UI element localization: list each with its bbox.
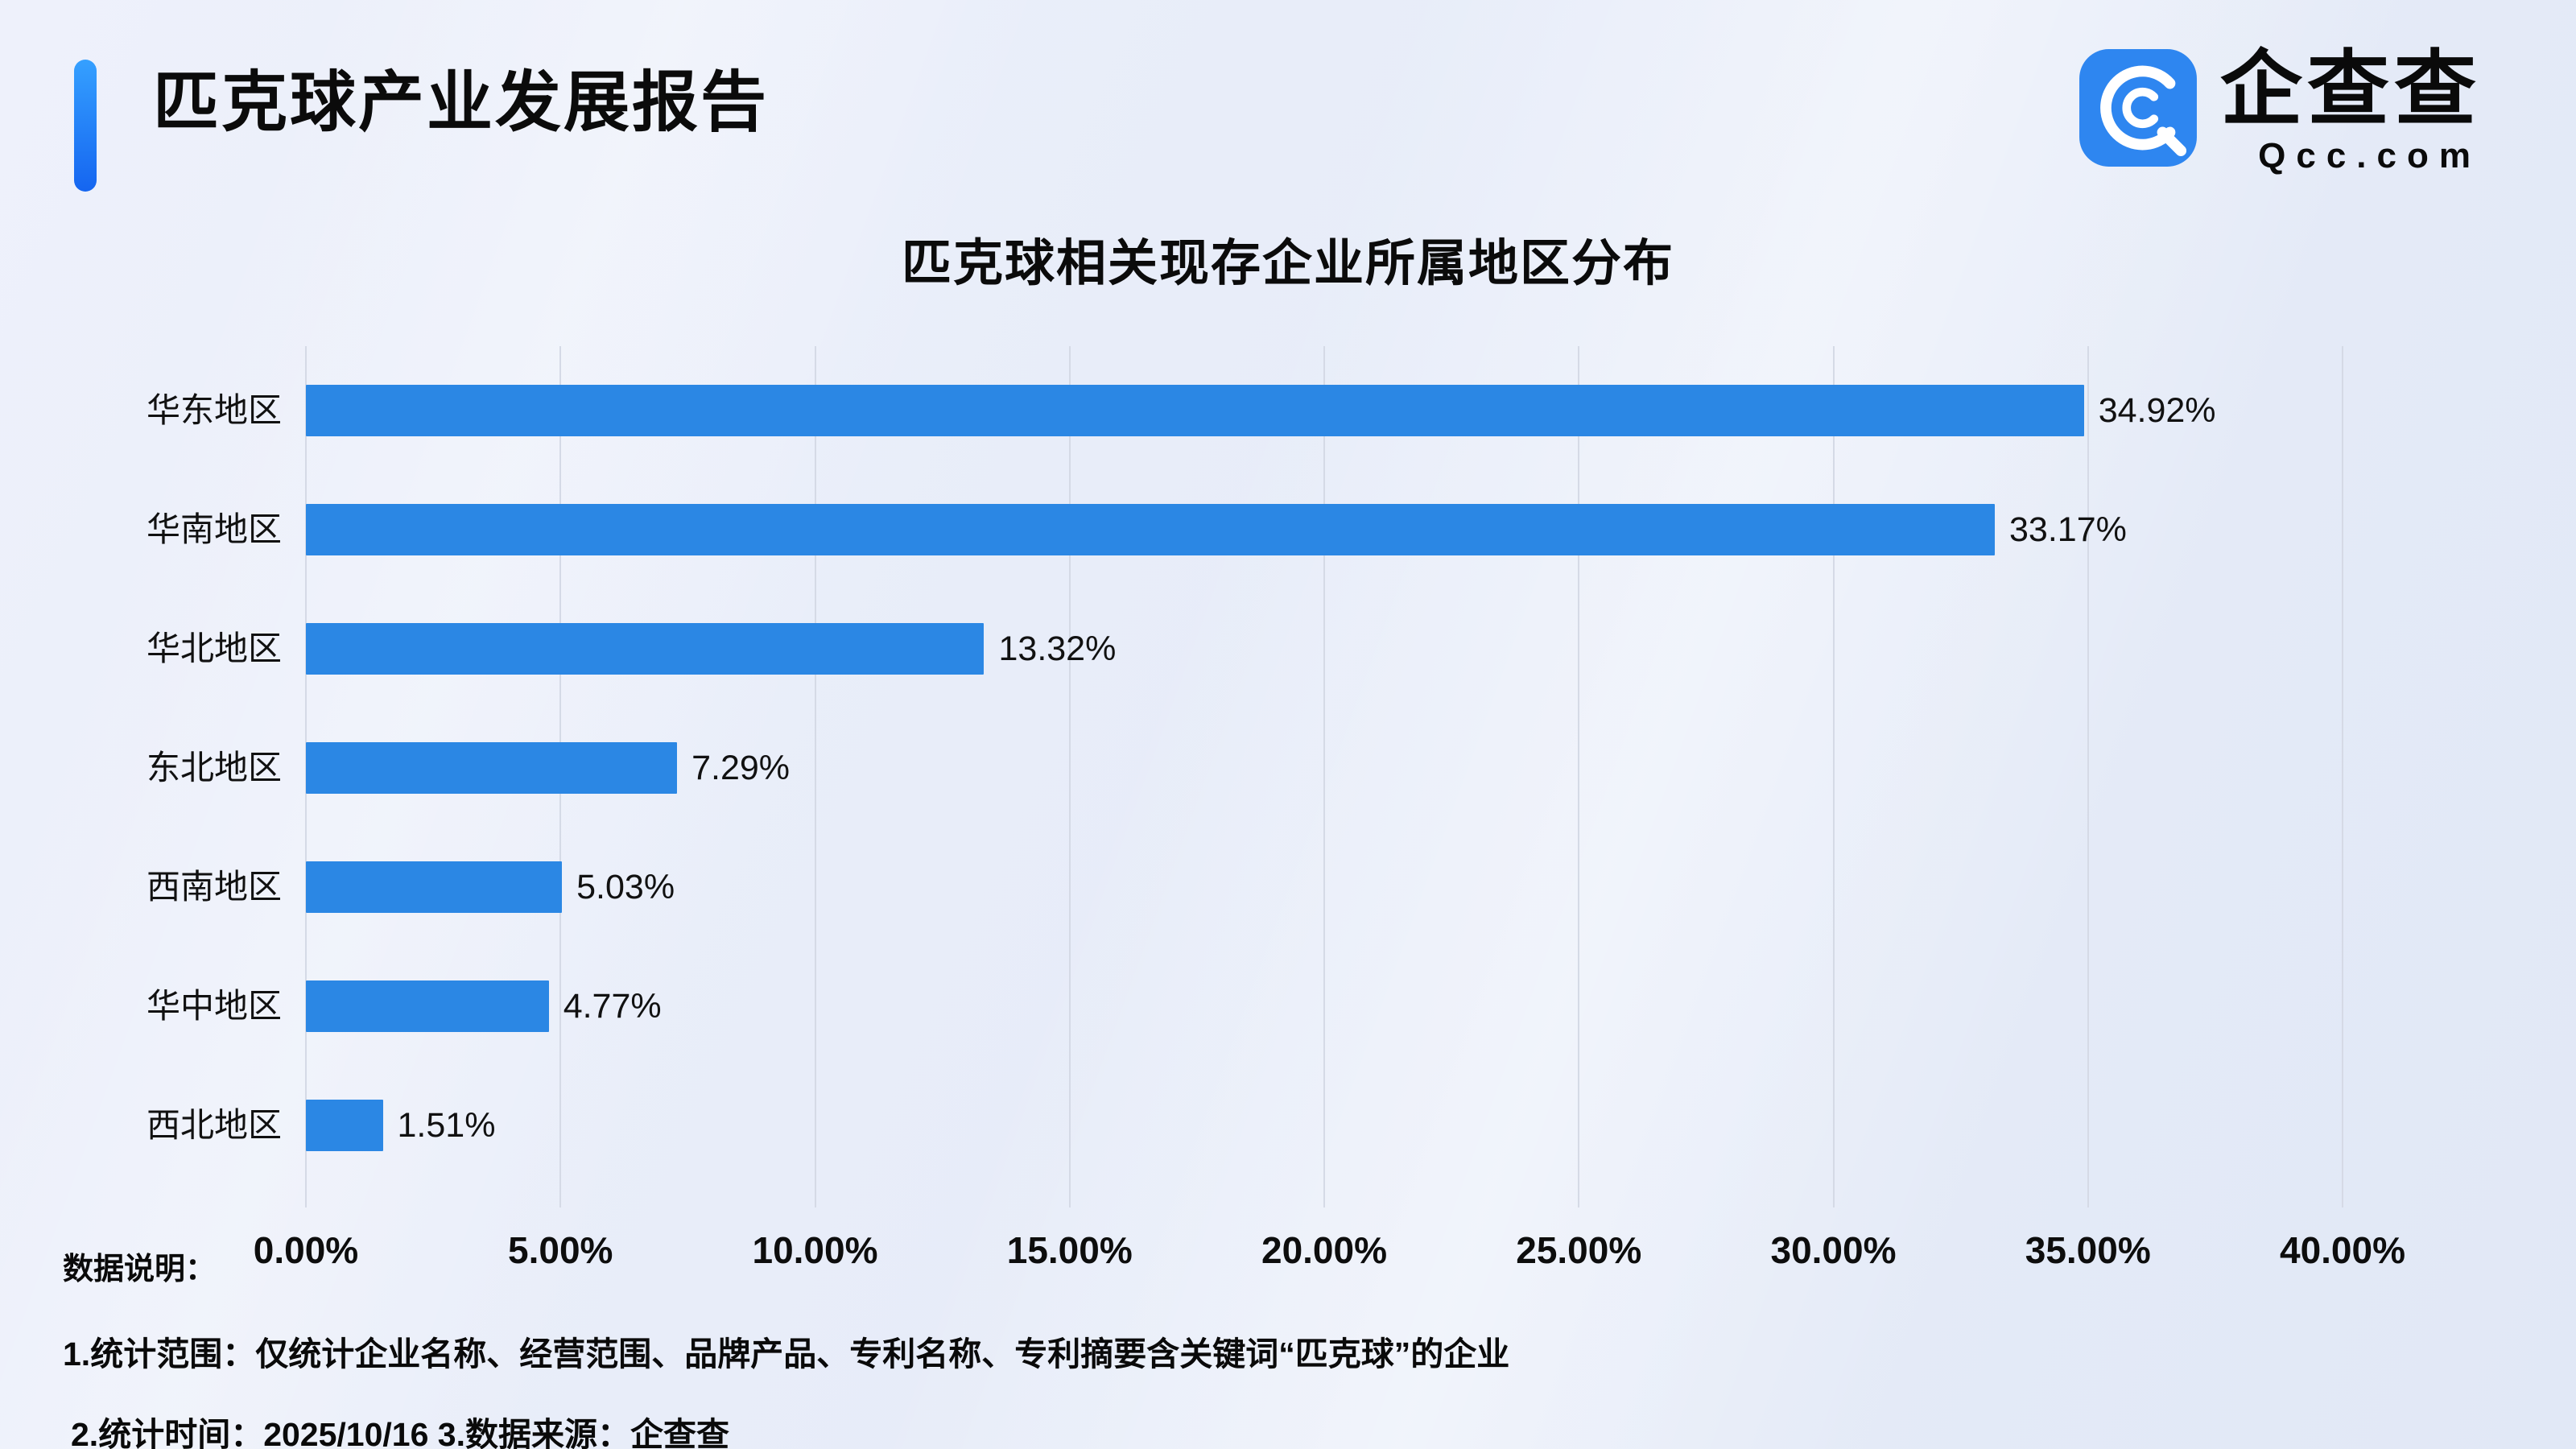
x-tick-label: 30.00% (1770, 1229, 1897, 1271)
qcc-logo-icon (2077, 47, 2199, 169)
bar-chart-plot-area: 0.00% 5.00% 10.00% 15.00% 20.00% 25.00% 30.00%… (147, 346, 2405, 1271)
gridline (814, 346, 816, 1208)
value-label: 1.51% (397, 1106, 496, 1145)
brand-area: 企查查 Qcc.com (2077, 43, 2481, 176)
value-label: 33.17% (2009, 510, 2127, 549)
x-tick-label: 25.00% (1516, 1229, 1642, 1271)
bar (306, 1100, 383, 1151)
title-accent-bar (74, 60, 97, 192)
category-label: 华南地区 (146, 510, 282, 548)
category-label: 西南地区 (146, 868, 282, 906)
bar (306, 742, 678, 794)
footer-notes: 数据说明： 1.统计范围：仅统计企业名称、经营范围、品牌产品、专利名称、专利摘要… (63, 1244, 1509, 1449)
bar (306, 623, 985, 675)
x-tick-label: 0.00% (253, 1229, 359, 1271)
footer-note-2: 2.统计时间：2025/10/16 3.数据来源：企查查 (71, 1416, 729, 1449)
x-tick-label: 20.00% (1261, 1229, 1387, 1271)
x-tick-label: 40.00% (2279, 1229, 2405, 1271)
value-label: 34.92% (2098, 391, 2216, 430)
footer-note-1: 1.统计范围：仅统计企业名称、经营范围、品牌产品、专利名称、专利摘要含关键词“匹… (63, 1335, 1510, 1373)
category-label: 西北地区 (146, 1106, 282, 1144)
value-label: 13.32% (998, 630, 1117, 668)
gridline (1323, 346, 1325, 1208)
page-title: 匹克球产业发展报告 (153, 66, 770, 139)
category-label: 华北地区 (146, 630, 282, 667)
footer-heading: 数据说明： (63, 1253, 217, 1286)
category-label: 华东地区 (146, 391, 282, 429)
brand-name: 企查查 (2220, 43, 2481, 135)
chart-title: 匹克球相关现存企业所属地区分布 (901, 236, 1674, 291)
bar (306, 504, 1995, 555)
category-label: 东北地区 (146, 749, 282, 786)
brand-text: 企查查 Qcc.com (2220, 43, 2481, 176)
x-tick-label: 10.00% (752, 1229, 878, 1271)
gridline (1832, 346, 1835, 1208)
x-tick-label: 5.00% (508, 1229, 613, 1271)
value-label: 5.03% (576, 868, 675, 906)
gridline (1578, 346, 1580, 1208)
x-tick-label: 35.00% (2025, 1229, 2151, 1271)
gridline (2087, 346, 2089, 1208)
x-tick-label: 15.00% (1006, 1229, 1133, 1271)
gridline (1068, 346, 1071, 1208)
category-label: 华中地区 (146, 987, 282, 1025)
gridline (2342, 346, 2343, 1208)
value-label: 4.77% (563, 987, 662, 1026)
value-label: 7.29% (691, 749, 791, 787)
bar (306, 385, 2084, 436)
bar (306, 861, 563, 913)
brand-domain: Qcc.com (2258, 136, 2481, 176)
bar (306, 980, 549, 1032)
